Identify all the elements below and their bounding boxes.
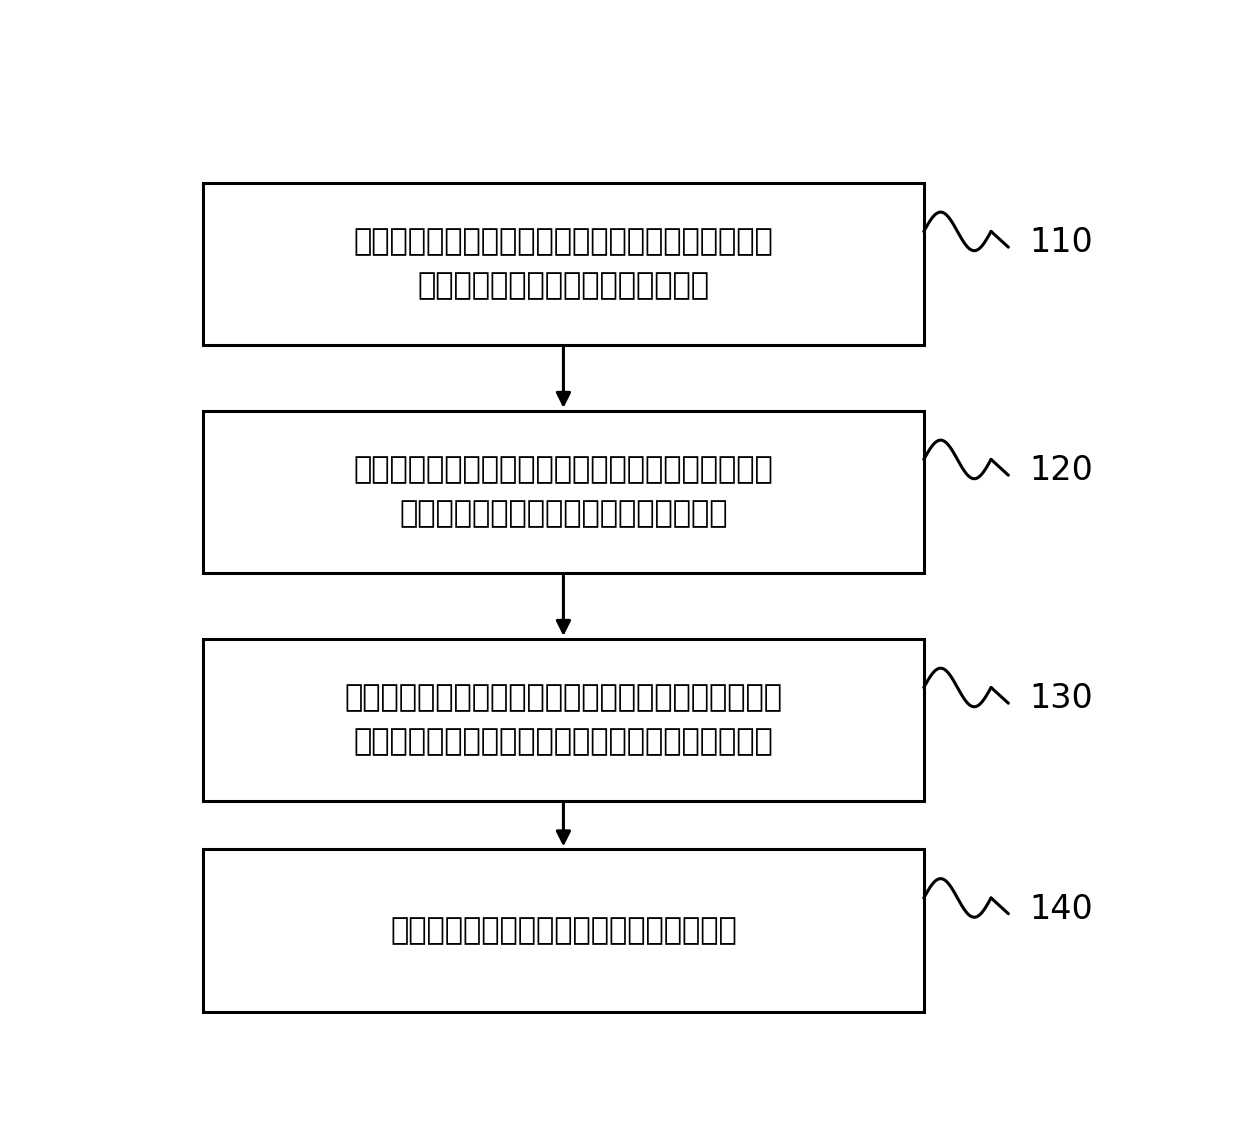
Text: 根据该多个调控参考点，执行电池放电调控: 根据该多个调控参考点，执行电池放电调控 (391, 916, 737, 945)
Text: 力指标关系式定义该电池运作区间的多个调控参考点: 力指标关系式定义该电池运作区间的多个调控参考点 (353, 728, 774, 756)
Bar (203, 411, 924, 573)
Text: 斯特相对于一充电状态的三维关系图: 斯特相对于一充电状态的三维关系图 (418, 271, 709, 301)
Bar (203, 182, 924, 345)
Text: 110: 110 (1029, 227, 1094, 260)
Bar (203, 639, 924, 801)
Text: 130: 130 (1029, 682, 1094, 715)
Text: 120: 120 (1029, 454, 1094, 487)
Text: 以一等效电路模型分析该奈奎斯特相对于充电状态的: 以一等效电路模型分析该奈奎斯特相对于充电状态的 (353, 456, 774, 484)
Text: 定义一电池运作区间的一压力指标关系式，再根据该压: 定义一电池运作区间的一压力指标关系式，再根据该压 (345, 683, 782, 713)
Text: 执行一种多维电化学阻抗谱检测方法，以获得一奈奎: 执行一种多维电化学阻抗谱检测方法，以获得一奈奎 (353, 228, 774, 256)
Bar (203, 850, 924, 1011)
Text: 140: 140 (1029, 893, 1094, 926)
Text: 三维关系图，以获得至少一主要老化因子: 三维关系图，以获得至少一主要老化因子 (399, 499, 728, 528)
